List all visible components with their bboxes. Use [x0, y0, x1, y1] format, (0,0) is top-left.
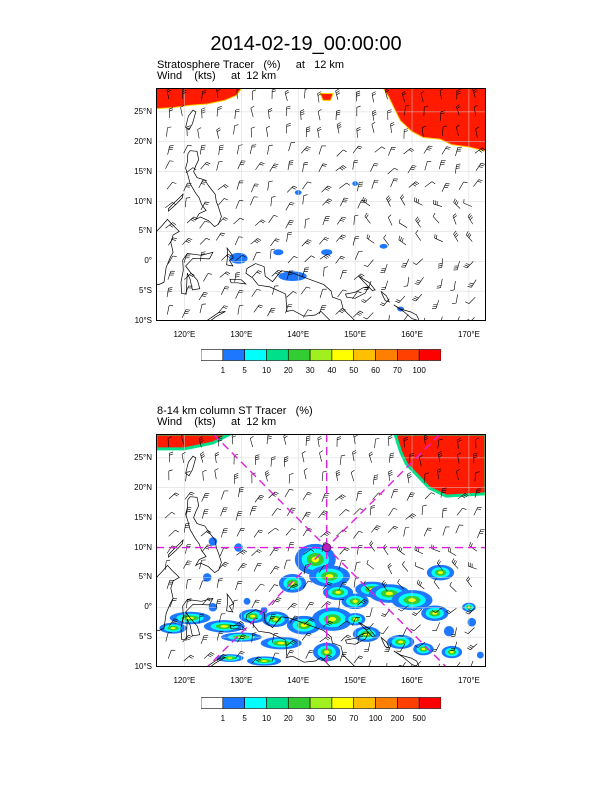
colorbar-swatch [244, 697, 267, 709]
colorbar-swatch [397, 349, 420, 361]
map-panel-stratosphere-tracer [156, 88, 486, 321]
lon-tick-label: 120°E [173, 676, 196, 685]
panel1-subtitle-1: Stratosphere Tracer (%) at 12 km [157, 59, 345, 71]
graticule [156, 434, 486, 667]
colorbar-swatch [222, 349, 245, 361]
colorbar-stratosphere-tracer [201, 349, 441, 361]
colorbar-swatch [331, 697, 355, 709]
colorbar-label: 100 [412, 366, 426, 375]
lat-tick-label: 5°S [139, 632, 152, 642]
colorbar-swatch [375, 349, 398, 361]
colorbar-label: 5 [242, 714, 247, 723]
lat-tick-label: 5°N [138, 572, 152, 582]
colorbar-label: 200 [390, 714, 405, 723]
colorbar-swatch [287, 697, 311, 709]
map-frame [156, 88, 486, 321]
colorbar-swatch [331, 349, 355, 361]
wind-barbs [165, 88, 486, 321]
colorbar-label: 30 [305, 714, 315, 723]
colorbar-label: 40 [327, 366, 337, 375]
coastlines [156, 109, 420, 321]
colorbar-swatch [418, 697, 441, 709]
lat-tick-label: 10°N [134, 542, 152, 552]
colorbar-swatch [244, 349, 267, 361]
lat-tick-label: 0° [144, 256, 152, 266]
lat-tick-label: 10°S [134, 316, 152, 325]
colorbar-swatch [418, 349, 441, 361]
colorbar-label: 20 [283, 366, 293, 375]
colorbar-swatch [397, 697, 420, 709]
panel2-subtitle-1: 8-14 km column ST Tracer (%) [157, 405, 313, 417]
lon-tick-label: 150°E [344, 330, 367, 339]
typhoon-marker [322, 543, 332, 552]
colorbar-swatch [353, 697, 376, 709]
lon-tick-label: 170°E [457, 330, 480, 339]
lat-tick-label: 15°N [134, 166, 152, 176]
lat-tick-label: 20°N [134, 482, 152, 492]
lat-tick-label: 5°S [139, 286, 152, 296]
lat-tick-label: 25°N [134, 452, 152, 462]
tracer-field [156, 88, 486, 312]
lon-tick-label: 170°E [457, 676, 480, 685]
colorbar-swatch [287, 349, 311, 361]
lat-tick-label: 25°N [134, 106, 152, 116]
colorbar-swatch [222, 697, 245, 709]
wind-barbs [164, 434, 485, 667]
colorbar-swatch [201, 349, 224, 361]
map-panel-column-st-tracer [156, 434, 486, 667]
colorbar-label: 10 [262, 366, 271, 375]
colorbar-label: 50 [327, 714, 337, 723]
colorbar-label: 60 [371, 366, 380, 375]
colorbar-label: 500 [412, 714, 426, 723]
lon-tick-label: 130°E [230, 330, 253, 339]
lat-tick-label: 10°S [134, 662, 152, 671]
colorbar-swatch [266, 697, 289, 709]
lon-tick-label: 120°E [173, 330, 196, 339]
colorbar-label: 1 [220, 714, 226, 723]
lat-tick-label: 5°N [138, 226, 152, 236]
colorbar-label: 10 [262, 714, 271, 723]
colorbar-label: 20 [283, 714, 293, 723]
lon-tick-label: 140°E [287, 330, 310, 339]
panel1-subtitle-2: Wind (kts) at 12 km [157, 70, 277, 82]
lat-tick-label: 15°N [134, 512, 152, 522]
colorbar-label: 70 [392, 366, 402, 375]
lat-tick-label: 20°N [134, 136, 152, 146]
graticule [156, 88, 486, 321]
lon-tick-label: 140°E [287, 676, 310, 685]
colorbar-swatch [201, 697, 224, 709]
lon-tick-label: 160°E [401, 330, 423, 339]
lon-tick-label: 160°E [401, 676, 423, 685]
page-title: 2014-02-19_00:00:00 [210, 33, 402, 55]
lon-tick-label: 150°E [344, 676, 367, 685]
map-frame [156, 434, 486, 667]
lon-tick-label: 130°E [230, 676, 253, 685]
colorbar-label: 100 [368, 714, 383, 723]
colorbar-label: 5 [242, 366, 247, 375]
lat-tick-label: 0° [144, 602, 152, 612]
colorbar-swatch [353, 349, 376, 361]
colorbar-label: 30 [305, 366, 315, 375]
colorbar-label: 1 [220, 366, 226, 375]
colorbar-column-st-tracer [201, 697, 441, 709]
panel2-subtitle-2: Wind (kts) at 12 km [157, 416, 277, 428]
colorbar-label: 50 [349, 366, 359, 375]
lat-tick-label: 10°N [134, 196, 152, 206]
colorbar-swatch [309, 349, 333, 361]
colorbar-swatch [266, 349, 289, 361]
colorbar-swatch [375, 697, 398, 709]
colorbar-swatch [309, 697, 333, 709]
coastlines [156, 455, 420, 667]
colorbar-label: 70 [349, 714, 359, 723]
